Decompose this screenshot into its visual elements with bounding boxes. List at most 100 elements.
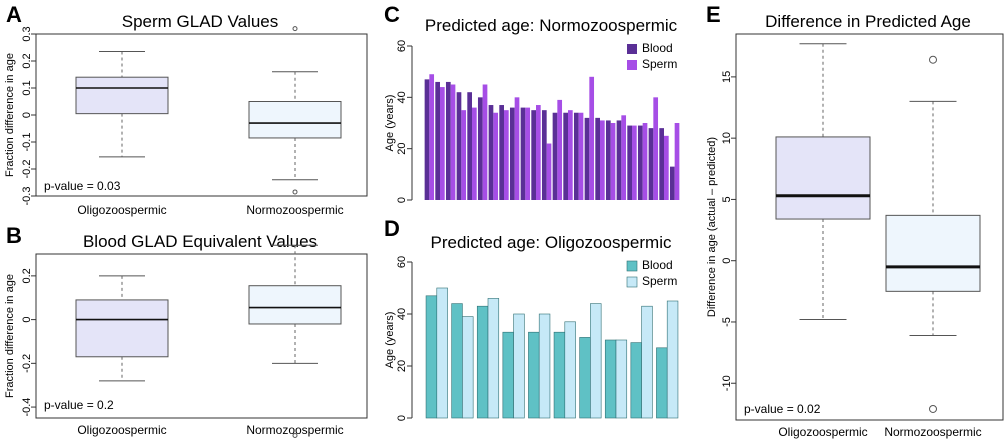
- y-tick-label: 15: [721, 71, 733, 83]
- bar-blood: [451, 303, 463, 419]
- bar-sperm: [436, 287, 448, 419]
- y-tick-label: -5: [721, 317, 733, 327]
- bar-blood: [553, 331, 566, 419]
- panel-e-chart: Difference in Predicted Age Difference in…: [706, 12, 1004, 439]
- y-tick-label: -0.1: [21, 133, 33, 152]
- p-value-label: p-value = 0.02: [744, 402, 821, 416]
- bar-sperm: [666, 300, 679, 419]
- panel-d-chart: Predicted age: Oligozoospermic Age (years…: [384, 233, 679, 421]
- y-tick-label: 20: [396, 143, 408, 155]
- bar-blood: [605, 120, 611, 200]
- legend-label: Blood: [642, 41, 673, 55]
- y-tick-label: 0: [396, 415, 408, 421]
- bar-blood: [648, 128, 654, 200]
- bar-blood: [499, 105, 504, 200]
- bar-sperm: [504, 110, 509, 200]
- bar-blood: [424, 79, 430, 200]
- chart-title: Blood GLAD Equivalent Values: [83, 232, 317, 251]
- p-value-label: p-value = 0.2: [44, 398, 114, 412]
- y-tick-label: -0.2: [21, 354, 33, 373]
- y-tick-label: 10: [721, 132, 733, 144]
- y-tick-label: 0: [396, 197, 408, 203]
- bar-blood: [659, 128, 664, 200]
- bar-blood: [630, 342, 642, 419]
- bar-sperm: [641, 305, 653, 419]
- y-tick-label: -10: [721, 375, 733, 391]
- bar-sperm: [514, 97, 520, 200]
- y-axis-label: Age (years): [384, 312, 396, 369]
- panel-label-a: A: [6, 2, 22, 27]
- box-iqr: [248, 285, 342, 325]
- outlier-point: [929, 404, 937, 413]
- bar-blood: [477, 97, 483, 200]
- bar-sperm: [590, 303, 602, 419]
- category-label: Oligozoospermic: [77, 203, 166, 217]
- y-tick-label: 40: [396, 308, 408, 320]
- box-iqr: [248, 101, 342, 139]
- bar-sperm: [653, 97, 659, 200]
- bar-blood: [467, 92, 472, 200]
- box-iqr: [885, 214, 981, 292]
- bar-blood: [488, 105, 494, 200]
- bar-blood: [456, 92, 462, 200]
- y-tick-label: 0.2: [21, 53, 33, 68]
- category-label: Normozoospermic: [884, 425, 981, 439]
- bar-sperm: [525, 107, 531, 200]
- chart-title: Difference in Predicted Age: [765, 12, 971, 31]
- bar-sperm: [600, 120, 605, 200]
- p-value-label: p-value = 0.03: [44, 179, 121, 193]
- bar-blood: [669, 166, 675, 200]
- bar-blood: [579, 337, 591, 419]
- plot-frame: [735, 33, 1004, 421]
- bar-sperm: [632, 125, 637, 200]
- y-tick-label: -0.3: [21, 187, 33, 206]
- y-tick-label: 40: [396, 91, 408, 103]
- bar-blood: [637, 125, 643, 200]
- outlier-point: [292, 26, 298, 32]
- outlier-point: [292, 189, 298, 195]
- category-label: Normozoospermic: [246, 203, 343, 217]
- bar-sperm: [440, 87, 445, 200]
- bar-blood: [616, 120, 622, 200]
- chart-title: Sperm GLAD Values: [122, 12, 279, 31]
- box-iqr: [775, 136, 871, 220]
- bar-sperm: [461, 110, 467, 200]
- legend-label: Sperm: [642, 57, 677, 71]
- y-axis-label: Fraction difference in age: [4, 53, 16, 177]
- bar-blood: [435, 81, 440, 200]
- bar-sperm: [564, 321, 576, 419]
- legend-swatch: [626, 276, 638, 288]
- bar-sperm: [578, 112, 584, 200]
- bar-sperm: [538, 313, 551, 419]
- box-iqr: [75, 299, 169, 358]
- bar-sperm: [615, 339, 628, 419]
- bar-sperm: [536, 105, 541, 200]
- y-tick-label: 0.2: [21, 268, 33, 283]
- bar-blood: [595, 117, 600, 200]
- bar-sperm: [568, 110, 573, 200]
- bar-blood: [531, 110, 536, 200]
- bar-blood: [509, 107, 515, 200]
- y-tick-label: 60: [396, 40, 408, 52]
- bar-sperm: [450, 84, 456, 200]
- bar-sperm: [493, 112, 499, 200]
- y-tick-label: 0: [721, 258, 733, 264]
- category-label: Normozoospermic: [246, 423, 343, 437]
- y-tick-label: 0.3: [21, 26, 33, 41]
- y-tick-label: -0.2: [21, 160, 33, 179]
- outlier-point: [929, 55, 937, 64]
- bar-blood: [425, 295, 438, 419]
- bar-blood: [573, 112, 579, 200]
- bar-sperm: [589, 76, 595, 200]
- box-iqr: [75, 76, 169, 115]
- bar-sperm: [487, 298, 500, 419]
- bar-blood: [584, 117, 590, 200]
- bar-sperm: [664, 135, 669, 200]
- y-tick-label: 5: [721, 196, 733, 202]
- panel-b-chart: Blood GLAD Equivalent Values Fraction dif…: [4, 232, 368, 438]
- bar-sperm: [429, 74, 435, 200]
- category-label: Oligozoospermic: [778, 425, 867, 439]
- bar-blood: [552, 112, 558, 200]
- bar-sperm: [557, 99, 563, 200]
